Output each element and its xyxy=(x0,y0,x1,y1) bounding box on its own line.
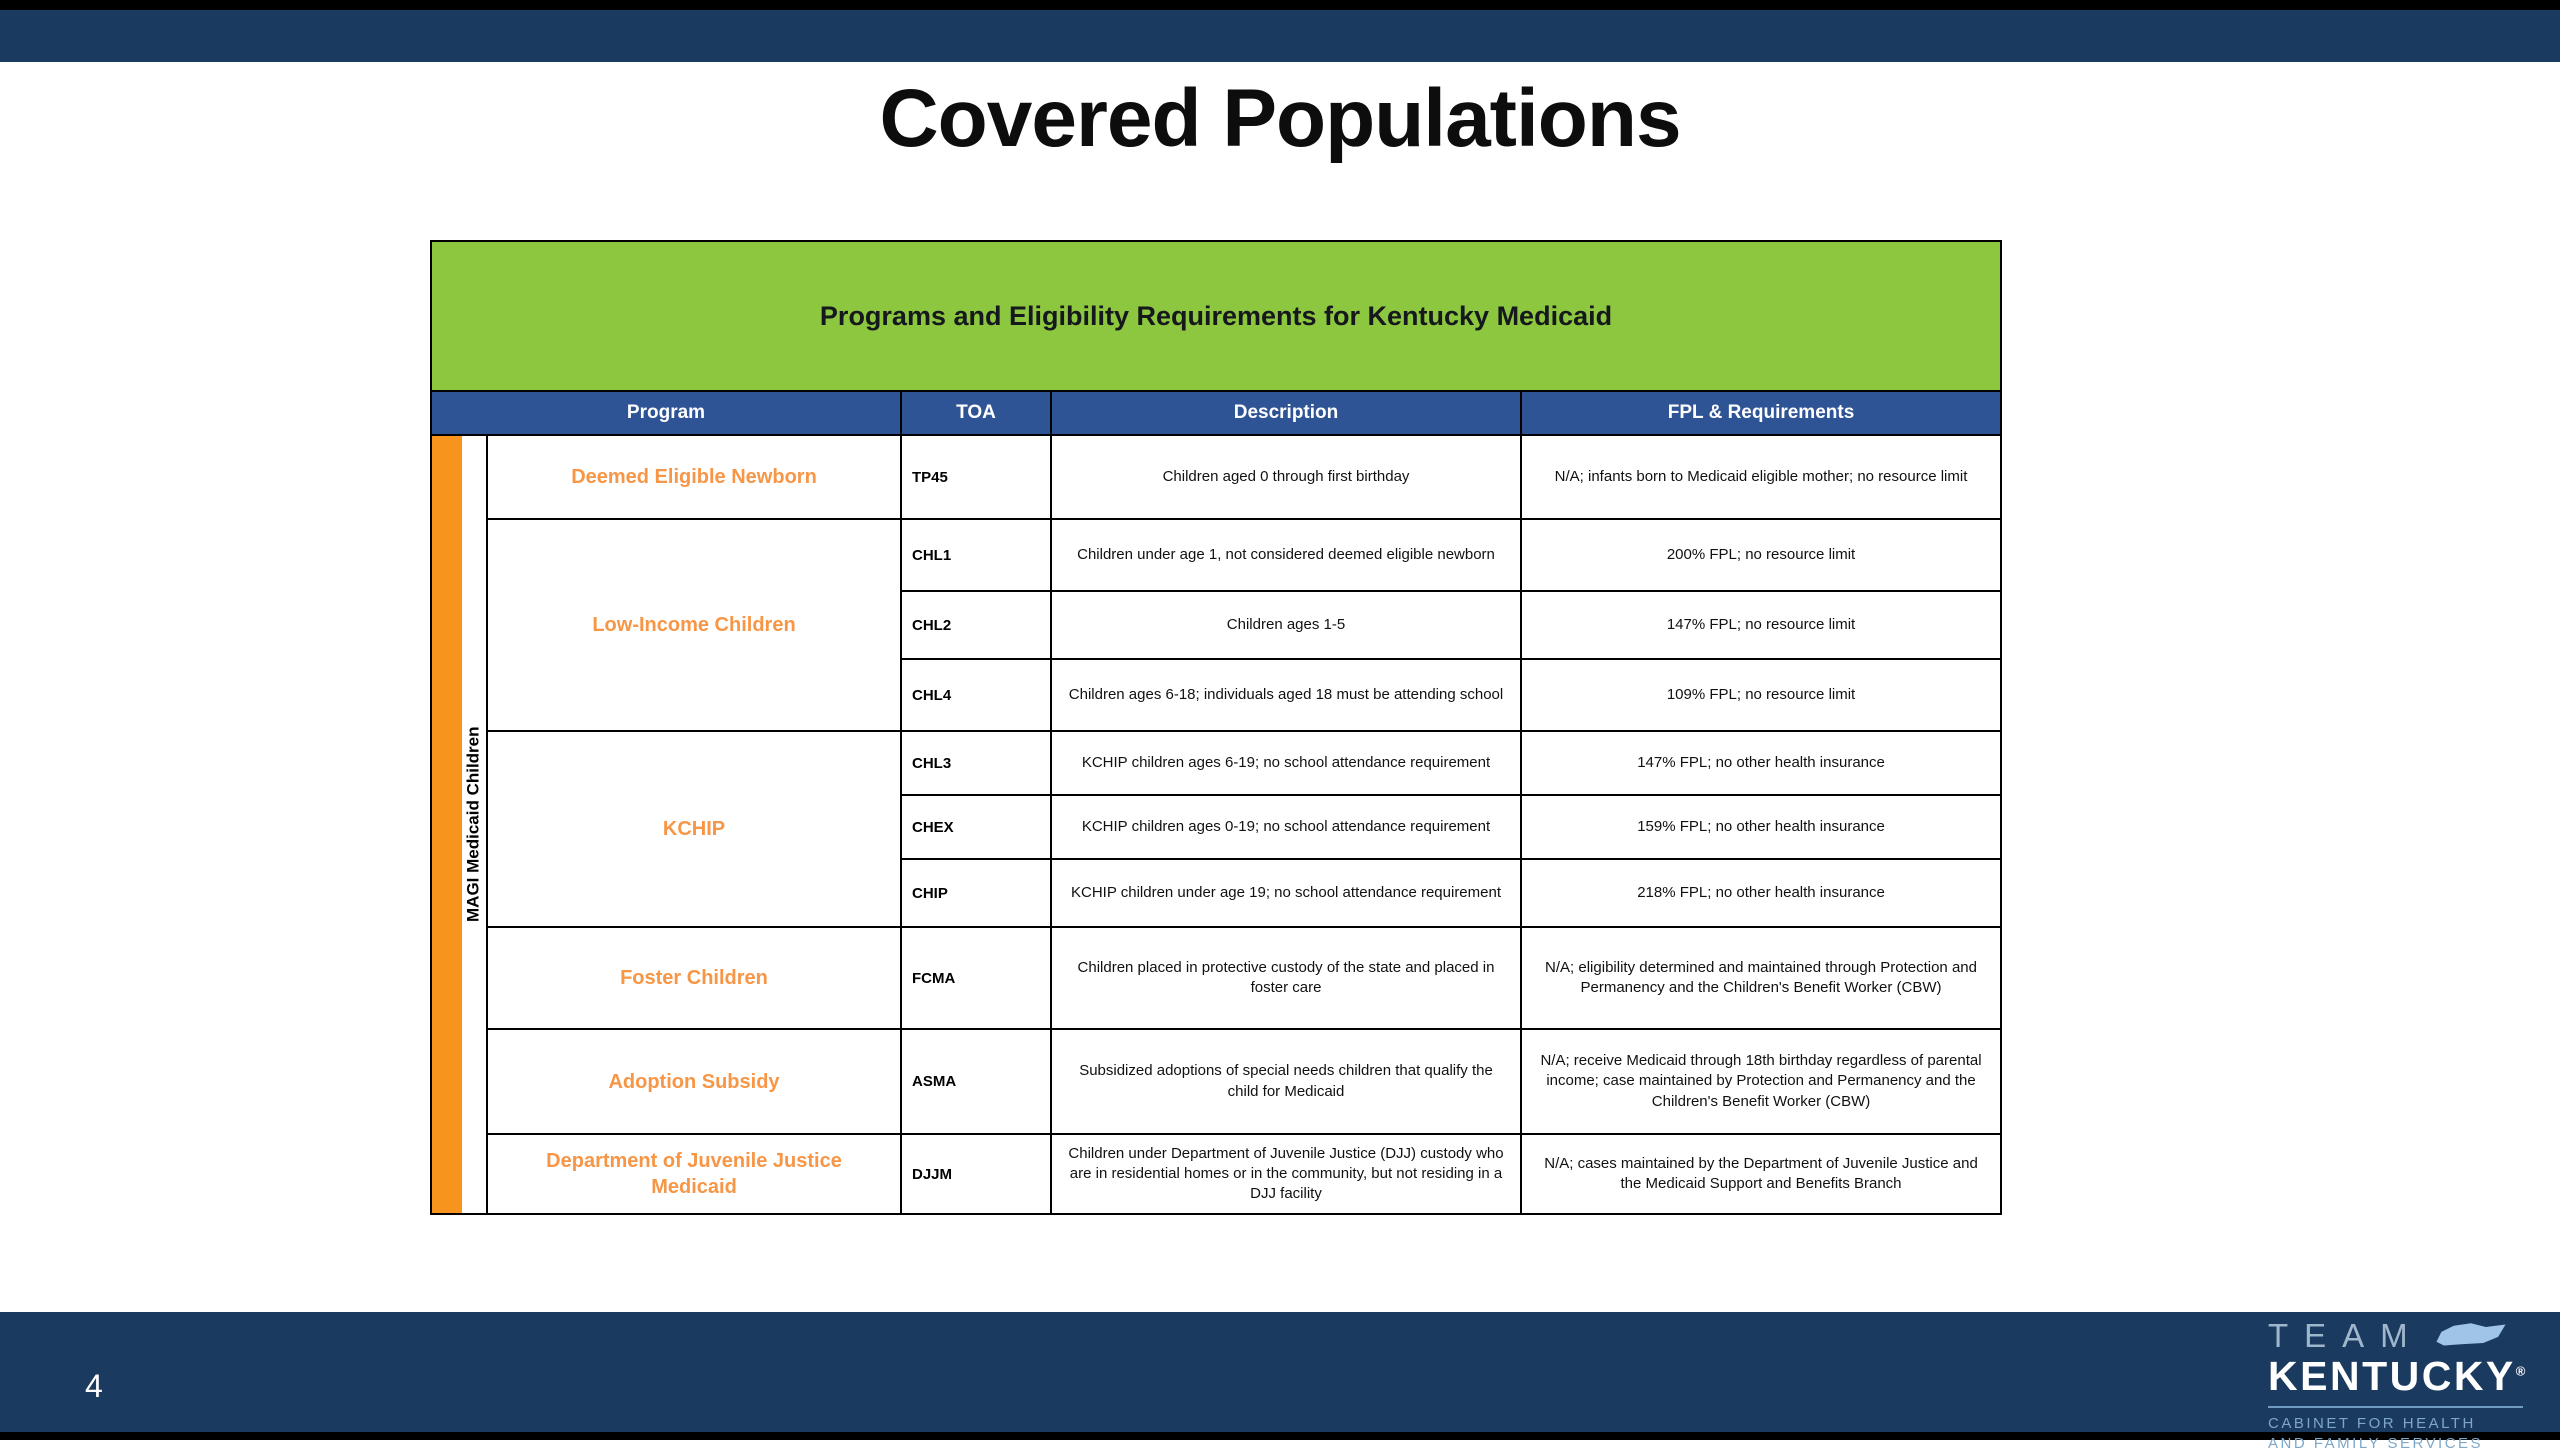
description-cell: KCHIP children ages 6-19; no school atte… xyxy=(1050,730,1522,796)
program-cell: KCHIP xyxy=(486,730,902,928)
table-row: CHL2 Children ages 1-5 147% FPL; no reso… xyxy=(431,590,2003,660)
table-row: CHEX KCHIP children ages 0-19; no school… xyxy=(431,794,2003,860)
toa-cell: CHL1 xyxy=(900,518,1052,592)
description-cell: Children ages 1-5 xyxy=(1050,590,1522,660)
toa-cell: CHL3 xyxy=(900,730,1052,796)
description-cell: Children under Department of Juvenile Ju… xyxy=(1050,1133,1522,1215)
fpl-cell: 200% FPL; no resource limit xyxy=(1519,518,2003,592)
description-cell: Subsidized adoptions of special needs ch… xyxy=(1050,1028,1522,1135)
fpl-cell: 147% FPL; no other health insurance xyxy=(1519,730,2003,796)
fpl-cell: 109% FPL; no resource limit xyxy=(1519,658,2003,732)
bottom-black-strip xyxy=(0,1432,2560,1440)
description-cell: KCHIP children ages 0-19; no school atte… xyxy=(1050,794,1522,860)
program-cell: Department of Juvenile Justice Medicaid xyxy=(486,1133,902,1215)
kentucky-state-icon xyxy=(2434,1322,2508,1348)
description-cell: Children placed in protective custody of… xyxy=(1050,926,1522,1030)
program-cell: Foster Children xyxy=(486,926,902,1030)
top-black-strip xyxy=(0,0,2560,10)
program-cell: Adoption Subsidy xyxy=(486,1028,902,1135)
magi-band: MAGI Medicaid Children xyxy=(430,434,488,1215)
table-title: Programs and Eligibility Requirements fo… xyxy=(429,240,2003,392)
table-row: Low-Income Children CHL1 Children under … xyxy=(431,518,2003,732)
toa-cell: CHL2 xyxy=(900,590,1052,660)
eligibility-table: Programs and Eligibility Requirements fo… xyxy=(429,240,2003,1215)
toa-cell: FCMA xyxy=(900,926,1052,1030)
table-row: KCHIP CHL3 KCHIP children ages 6-19; no … xyxy=(431,730,2003,928)
team-kentucky-logo: TEAM KENTUCKY® CABINET FOR HEALTH AND FA… xyxy=(2268,1316,2526,1455)
toa-cell: CHIP xyxy=(900,858,1052,928)
logo-divider xyxy=(2268,1406,2523,1409)
table-row: MAGI Medicaid Children Deemed Eligible N… xyxy=(430,434,2003,1215)
magi-band-label: MAGI Medicaid Children xyxy=(463,726,483,923)
col-header-description: Description xyxy=(1050,390,1522,436)
eligibility-table-container: Programs and Eligibility Requirements fo… xyxy=(429,240,2003,1215)
logo-kentucky-text: KENTUCKY® xyxy=(2268,1353,2526,1399)
fpl-cell: N/A; infants born to Medicaid eligible m… xyxy=(1519,434,2003,520)
registered-mark: ® xyxy=(2515,1363,2526,1379)
toa-cell: TP45 xyxy=(900,434,1052,520)
fpl-cell: N/A; receive Medicaid through 18th birth… xyxy=(1519,1028,2003,1135)
table-header-row: Program TOA Description FPL & Requiremen… xyxy=(430,390,2003,436)
logo-caption-line2: AND FAMILY SERVICES xyxy=(2268,1435,2484,1453)
toa-cell: CHL4 xyxy=(900,658,1052,732)
slide-title: Covered Populations xyxy=(879,73,1681,164)
description-cell: Children aged 0 through first birthday xyxy=(1050,434,1522,520)
toa-cell: CHEX xyxy=(900,794,1052,860)
logo-team-text: TEAM xyxy=(2268,1316,2424,1354)
table-row: CHL4 Children ages 6-18; individuals age… xyxy=(431,658,2003,732)
col-header-toa: TOA xyxy=(900,390,1052,436)
table-row: Foster Children FCMA Children placed in … xyxy=(431,926,2003,1030)
fpl-cell: N/A; eligibility determined and maintain… xyxy=(1519,926,2003,1030)
description-cell: KCHIP children under age 19; no school a… xyxy=(1050,858,1522,928)
program-cell: Deemed Eligible Newborn xyxy=(486,434,902,520)
program-cell: Low-Income Children xyxy=(486,518,902,732)
logo-kentucky-label: KENTUCKY xyxy=(2268,1353,2516,1399)
page-number: 4 xyxy=(85,1368,103,1404)
toa-cell: DJJM xyxy=(900,1133,1052,1215)
table-row: Department of Juvenile Justice Medicaid … xyxy=(431,1133,2003,1215)
fpl-cell: N/A; cases maintained by the Department … xyxy=(1519,1133,2003,1215)
table-row: CHIP KCHIP children under age 19; no sch… xyxy=(431,858,2003,928)
description-cell: Children under age 1, not considered dee… xyxy=(1050,518,1522,592)
fpl-cell: 159% FPL; no other health insurance xyxy=(1519,794,2003,860)
description-cell: Children ages 6-18; individuals aged 18 … xyxy=(1050,658,1522,732)
fpl-cell: 147% FPL; no resource limit xyxy=(1519,590,2003,660)
fpl-cell: 218% FPL; no other health insurance xyxy=(1519,858,2003,928)
col-header-program: Program xyxy=(430,390,902,436)
table-row: Adoption Subsidy ASMA Subsidized adoptio… xyxy=(431,1028,2003,1135)
toa-cell: ASMA xyxy=(900,1028,1052,1135)
top-navy-bar xyxy=(0,10,2560,62)
col-header-fpl: FPL & Requirements xyxy=(1519,390,2003,436)
bottom-navy-bar xyxy=(0,1312,2560,1432)
logo-caption-line1: CABINET FOR HEALTH xyxy=(2268,1415,2476,1433)
